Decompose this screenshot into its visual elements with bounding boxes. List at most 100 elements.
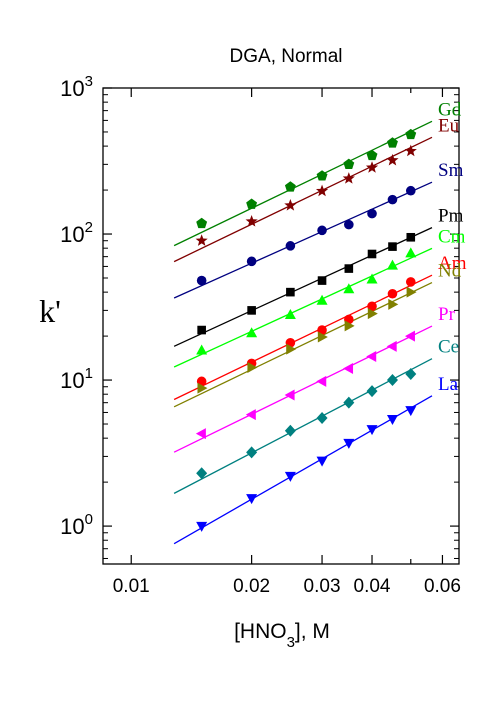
series-label-pm: Pm xyxy=(438,206,464,227)
point-cm xyxy=(405,247,417,258)
point-pr xyxy=(386,340,397,352)
point-pm xyxy=(317,276,327,285)
point-cm xyxy=(316,294,328,305)
point-sm xyxy=(246,256,257,267)
point-cm xyxy=(246,327,258,338)
series-label-sm: Sm xyxy=(438,160,464,181)
chart-title: DGA, Normal xyxy=(230,46,343,67)
point-la xyxy=(196,521,208,532)
point-cm xyxy=(284,308,296,319)
x-tick-label: 0.01 xyxy=(113,576,150,597)
point-pm xyxy=(406,232,416,242)
point-eu xyxy=(284,199,297,211)
point-la xyxy=(343,438,355,449)
fit-line-eu xyxy=(173,136,433,263)
point-sm xyxy=(317,225,327,236)
point-gd xyxy=(366,149,378,161)
point-pr xyxy=(404,330,415,342)
point-ce xyxy=(246,446,258,459)
y-axis-title: k' xyxy=(39,293,61,329)
x-tick-label: 0.02 xyxy=(233,576,270,597)
point-eu xyxy=(386,153,399,166)
plot-frame xyxy=(102,87,460,565)
point-nd xyxy=(247,361,258,373)
y-tick-label: 100 xyxy=(60,511,93,539)
y-tick-label: 101 xyxy=(60,365,93,393)
point-gd xyxy=(316,170,328,181)
series-label-cm: Cm xyxy=(438,226,466,247)
point-pr xyxy=(343,362,354,374)
y-tick-label: 102 xyxy=(60,219,93,247)
x-tick-label: 0.03 xyxy=(304,576,341,597)
point-la xyxy=(366,425,378,436)
point-eu xyxy=(365,161,379,173)
point-cm xyxy=(386,259,398,270)
point-cm xyxy=(196,344,208,355)
point-pr xyxy=(316,375,327,387)
point-eu xyxy=(342,172,355,184)
point-cm xyxy=(343,283,355,294)
point-sm xyxy=(344,219,354,230)
point-la xyxy=(246,494,258,505)
x-axis-title-main: [HNO xyxy=(234,620,287,643)
series-label-am: Am xyxy=(438,253,467,274)
point-pm xyxy=(388,242,397,251)
point-la xyxy=(284,471,296,482)
series-label-pr: Pr xyxy=(438,304,456,325)
point-sm xyxy=(387,194,398,205)
point-ce xyxy=(196,467,208,480)
point-sm xyxy=(196,275,207,286)
y-tick-label: 103 xyxy=(60,73,93,101)
point-am xyxy=(367,301,377,312)
point-pr xyxy=(284,389,295,401)
point-ce xyxy=(284,424,296,437)
point-nd xyxy=(286,343,297,355)
x-axis-title-subscript: 3 xyxy=(287,634,295,651)
point-ce xyxy=(405,368,417,381)
point-sm xyxy=(405,185,416,196)
point-gd xyxy=(405,128,417,140)
series-label-ce: Ce xyxy=(438,337,459,358)
x-tick-label: 0.06 xyxy=(424,576,461,597)
plot-border xyxy=(102,87,460,565)
point-gd xyxy=(387,137,398,148)
fit-lines xyxy=(173,120,433,545)
series-label-eu: Eu xyxy=(438,115,460,136)
series-label-la: La xyxy=(438,374,459,395)
point-gd xyxy=(196,217,208,229)
point-nd xyxy=(388,298,399,310)
point-nd xyxy=(317,331,328,343)
point-la xyxy=(316,456,328,467)
series-label-gd: Gd xyxy=(438,99,462,120)
point-gd xyxy=(284,181,296,192)
point-pr xyxy=(245,409,256,421)
point-ce xyxy=(366,385,378,398)
x-axis: 0.01 0.02 0.03 0.04 0.06 xyxy=(113,88,461,597)
point-la xyxy=(405,406,417,417)
point-ce xyxy=(386,374,398,387)
point-sm xyxy=(285,241,296,251)
point-cm xyxy=(366,273,378,284)
point-pr xyxy=(195,428,206,440)
point-pm xyxy=(197,325,206,335)
point-eu xyxy=(315,184,329,197)
point-am xyxy=(405,277,416,287)
x-tick-label: 0.04 xyxy=(354,576,391,597)
point-nd xyxy=(406,286,417,298)
point-eu xyxy=(245,215,258,227)
point-eu xyxy=(195,234,208,246)
point-am xyxy=(317,325,327,335)
point-nd xyxy=(367,308,378,320)
point-la xyxy=(386,414,398,425)
point-ce xyxy=(343,396,355,409)
data-markers xyxy=(195,128,417,532)
point-pm xyxy=(367,249,377,259)
point-gd xyxy=(343,158,355,169)
point-ce xyxy=(316,411,328,424)
point-am xyxy=(387,288,398,299)
point-nd xyxy=(197,382,208,394)
series-label-nd: Nd xyxy=(438,261,462,282)
point-eu xyxy=(404,144,417,157)
